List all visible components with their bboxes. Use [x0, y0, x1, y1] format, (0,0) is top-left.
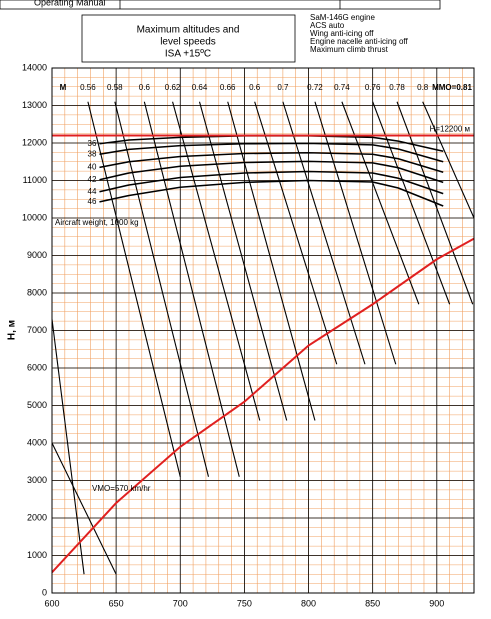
x-tick-label: 850: [365, 598, 380, 608]
mach-label: 0.64: [192, 83, 208, 92]
weight-curve: [99, 179, 444, 207]
chart-title: ISA +15ºC: [165, 49, 211, 60]
y-tick-label: 5000: [27, 400, 47, 410]
y-tick-label: 6000: [27, 362, 47, 372]
x-tick-label: 600: [44, 598, 59, 608]
mach-label: 0.56: [80, 83, 96, 92]
mach-line: [143, 101, 240, 477]
y-tick-label: 7000: [27, 325, 47, 335]
x-tick-label: 700: [173, 598, 188, 608]
header-table: [0, 0, 441, 10]
mach-line: [314, 101, 397, 365]
weight-label: 40: [88, 162, 97, 171]
annotation: MMO=0.81: [432, 83, 472, 92]
mach-line: [227, 101, 316, 421]
plot-frame: [51, 67, 475, 594]
x-tick-label: 750: [237, 598, 252, 608]
mach-label: 0.58: [107, 83, 123, 92]
y-tick-label: 12000: [22, 137, 47, 147]
mach-line: [341, 101, 420, 305]
chart-title: level speeds: [160, 37, 216, 48]
weight-label: 46: [88, 197, 97, 206]
weight-curve: [99, 142, 444, 163]
mach-line: [172, 101, 261, 421]
mach-line: [422, 101, 474, 219]
y-tick-label: 3000: [27, 475, 47, 485]
limit-label: H=12200 м: [430, 125, 470, 134]
mach-label: 0.78: [389, 83, 405, 92]
y-tick-label: 13000: [22, 100, 47, 110]
plot-area: [52, 68, 474, 593]
header-text: Operating Manual: [34, 0, 106, 7]
limit-label: VMO=570 km/hr: [92, 484, 151, 493]
mach-label: 0.74: [334, 83, 350, 92]
y-tick-label: 14000: [22, 62, 47, 72]
note: Wing anti-icing off: [310, 29, 374, 38]
mach-label: 0.6: [249, 83, 261, 92]
mach-line: [282, 101, 366, 365]
mach-line: [52, 319, 85, 575]
mach-label: 0.7: [277, 83, 289, 92]
mach-line: [87, 101, 181, 477]
y-tick-label: 10000: [22, 212, 47, 222]
y-tick-label: 8000: [27, 287, 47, 297]
weight-label: 42: [88, 175, 97, 184]
mach-label: 0.6: [139, 83, 151, 92]
y-tick-label: 2000: [27, 512, 47, 522]
title-box: [81, 14, 296, 63]
note: Engine nacelle anti-icing off: [310, 37, 408, 46]
y-axis-label: H, м: [7, 320, 18, 340]
weight-curve: [99, 151, 444, 174]
weight-label: 36: [88, 139, 97, 148]
y-tick-label: 9000: [27, 250, 47, 260]
mach-label: 0.66: [220, 83, 236, 92]
mach-line: [114, 101, 210, 477]
note: SaM-146G engine: [310, 13, 375, 22]
weight-label: 44: [88, 187, 97, 196]
mach-label: 0.8: [417, 83, 429, 92]
x-tick-label: 900: [429, 598, 444, 608]
note: ACS auto: [310, 21, 345, 30]
x-tick-label: 650: [109, 598, 124, 608]
chart-title: Maximum altitudes and: [137, 25, 240, 36]
mach-line: [254, 101, 338, 365]
weight-curve: [99, 160, 444, 184]
annotation: Aircraft weight, 1000 kg: [55, 218, 139, 227]
y-tick-label: 11000: [23, 175, 47, 185]
mach-label: 0.72: [307, 83, 323, 92]
limit-line: [52, 237, 474, 574]
note: Maximum climb thrust: [310, 45, 389, 54]
weight-label: 38: [88, 149, 97, 158]
x-tick-label: 800: [301, 598, 316, 608]
y-tick-label: 4000: [27, 437, 47, 447]
weight-curve: [99, 170, 444, 195]
mach-line: [52, 442, 117, 575]
y-tick-label: 0: [42, 587, 47, 597]
annotation: M: [60, 83, 67, 92]
mach-label: 0.76: [365, 83, 381, 92]
mach-label: 0.62: [165, 83, 181, 92]
y-tick-label: 1000: [27, 550, 47, 560]
